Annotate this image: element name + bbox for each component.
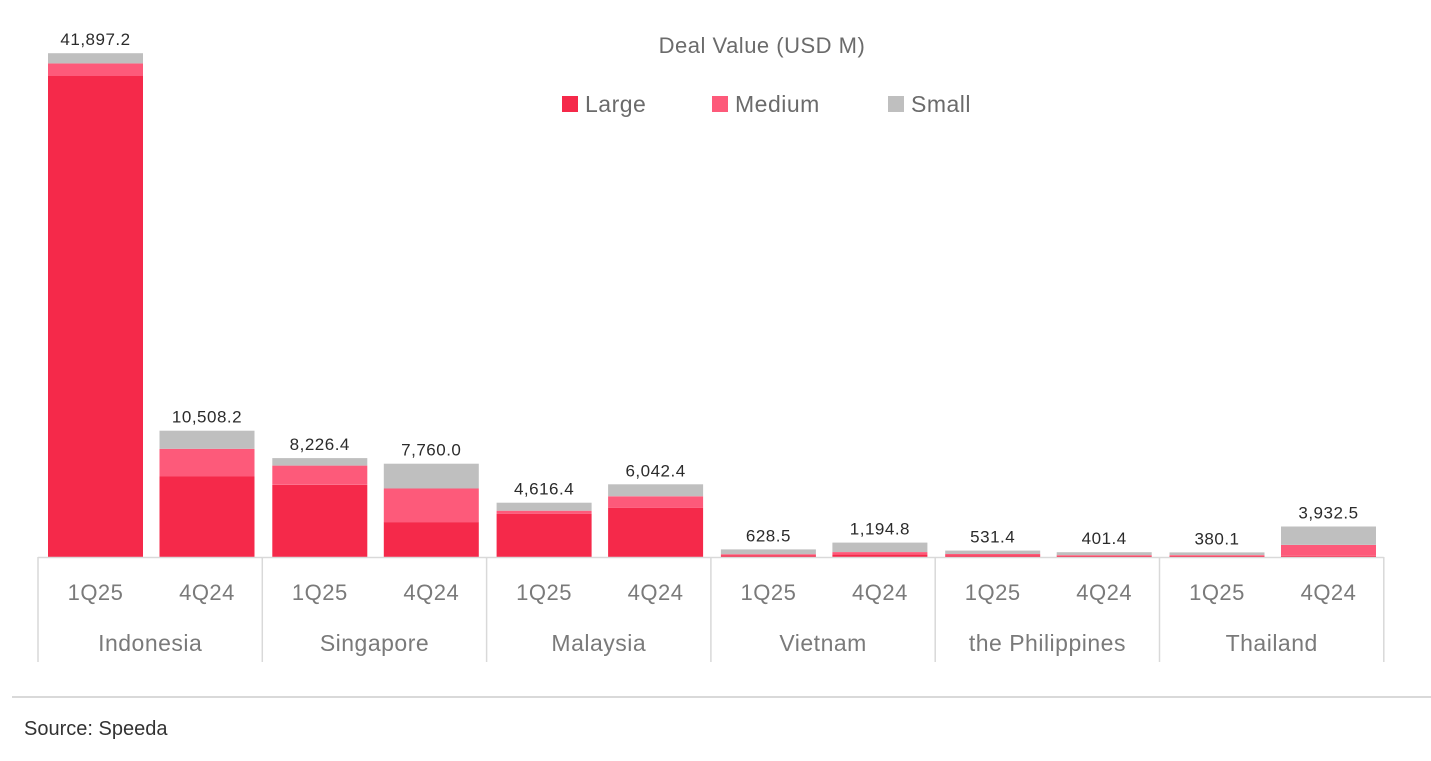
period-label: 1Q25: [740, 580, 796, 605]
country-label: Malaysia: [551, 630, 646, 656]
bar-segment-medium: [1056, 555, 1152, 556]
bar-segment-medium: [832, 552, 928, 555]
bar-segment-small: [945, 550, 1041, 554]
bar-segment-small: [383, 463, 479, 489]
legend-swatch-small: [888, 96, 904, 112]
period-label: 1Q25: [1189, 580, 1245, 605]
bar-segment-large: [1281, 555, 1376, 557]
period-label: 1Q25: [292, 580, 348, 605]
bar-segment-large: [496, 513, 592, 557]
chart-title: Deal Value (USD M): [659, 33, 866, 58]
bar-segment-large: [945, 555, 1041, 557]
total-label: 4,616.4: [514, 480, 574, 499]
bar-segment-small: [608, 484, 704, 497]
bar-segment-medium: [1281, 545, 1376, 556]
total-label: 8,226.4: [290, 435, 350, 454]
bar-segment-small: [1169, 552, 1265, 555]
period-label: 1Q25: [516, 580, 572, 605]
legend: Large Medium Small: [562, 91, 971, 117]
period-label: 4Q24: [1301, 580, 1357, 605]
total-label: 401.4: [1082, 529, 1127, 548]
legend-swatch-medium: [712, 96, 728, 112]
bar-segment-large: [159, 476, 255, 557]
bar-segment-medium: [383, 488, 479, 523]
bar-segment-large: [608, 507, 704, 557]
legend-label-large: Large: [585, 91, 646, 117]
total-label: 6,042.4: [625, 461, 685, 480]
country-label: the Philippines: [969, 630, 1126, 656]
total-label: 1,194.8: [850, 520, 910, 539]
country-label: Singapore: [320, 630, 429, 656]
legend-label-small: Small: [911, 91, 971, 117]
bar-segment-medium: [159, 448, 255, 477]
bar-segment-small: [496, 502, 592, 511]
total-label: 628.5: [746, 526, 791, 545]
category-axis: 1Q25 4Q24 Indonesia 1Q25 4Q24 Singapore 1Q25 4Q…: [12, 556, 1431, 698]
bar-segment-large: [383, 522, 479, 557]
bar-segment-large: [832, 554, 928, 557]
period-label: 4Q24: [179, 580, 235, 605]
total-labels: 41,897.2 10,508.2 8,226.4 7,760.0 4,616.4 6,0…: [60, 30, 1358, 548]
bar-segment-small: [1056, 552, 1152, 556]
period-label: 4Q24: [1076, 580, 1132, 605]
country-label: Thailand: [1226, 630, 1318, 656]
total-label: 380.1: [1194, 529, 1239, 548]
bar-segment-medium: [720, 554, 816, 556]
period-label: 4Q24: [852, 580, 908, 605]
bar-segment-medium: [1169, 555, 1265, 556]
bar-segment-large: [1056, 555, 1152, 557]
bar-segment-small: [48, 53, 143, 64]
bar-segment-medium: [945, 554, 1041, 556]
bar-segment-small: [159, 430, 255, 449]
bars: [48, 53, 1376, 557]
bar-segment-medium: [608, 496, 704, 508]
country-label: Indonesia: [98, 630, 202, 656]
period-label: 1Q25: [965, 580, 1021, 605]
bar-segment-large: [48, 76, 143, 557]
total-label: 3,932.5: [1298, 504, 1358, 523]
bar-segment-medium: [272, 465, 368, 485]
period-label: 1Q25: [68, 580, 124, 605]
bar-segment-large: [272, 484, 368, 557]
total-label: 531.4: [970, 528, 1015, 547]
bar-segment-small: [832, 542, 928, 552]
bar-segment-medium: [496, 510, 592, 514]
country-label: Vietnam: [779, 630, 866, 656]
bar-segment-small: [272, 458, 368, 466]
bar-segment-medium: [48, 63, 143, 76]
bar-segment-small: [1281, 526, 1376, 545]
period-label: 4Q24: [403, 580, 459, 605]
total-label: 41,897.2: [60, 30, 130, 49]
period-label: 4Q24: [628, 580, 684, 605]
total-label: 10,508.2: [172, 408, 242, 427]
source-note: Source: Speeda: [24, 718, 168, 740]
legend-label-medium: Medium: [735, 91, 820, 117]
legend-swatch-large: [562, 96, 578, 112]
stacked-bar-chart: Deal Value (USD M) Large Medium Small 41,8…: [12, 30, 1431, 698]
bar-segment-large: [720, 555, 816, 557]
bar-segment-small: [720, 549, 816, 555]
bar-segment-large: [1169, 555, 1265, 557]
total-label: 7,760.0: [401, 441, 461, 460]
